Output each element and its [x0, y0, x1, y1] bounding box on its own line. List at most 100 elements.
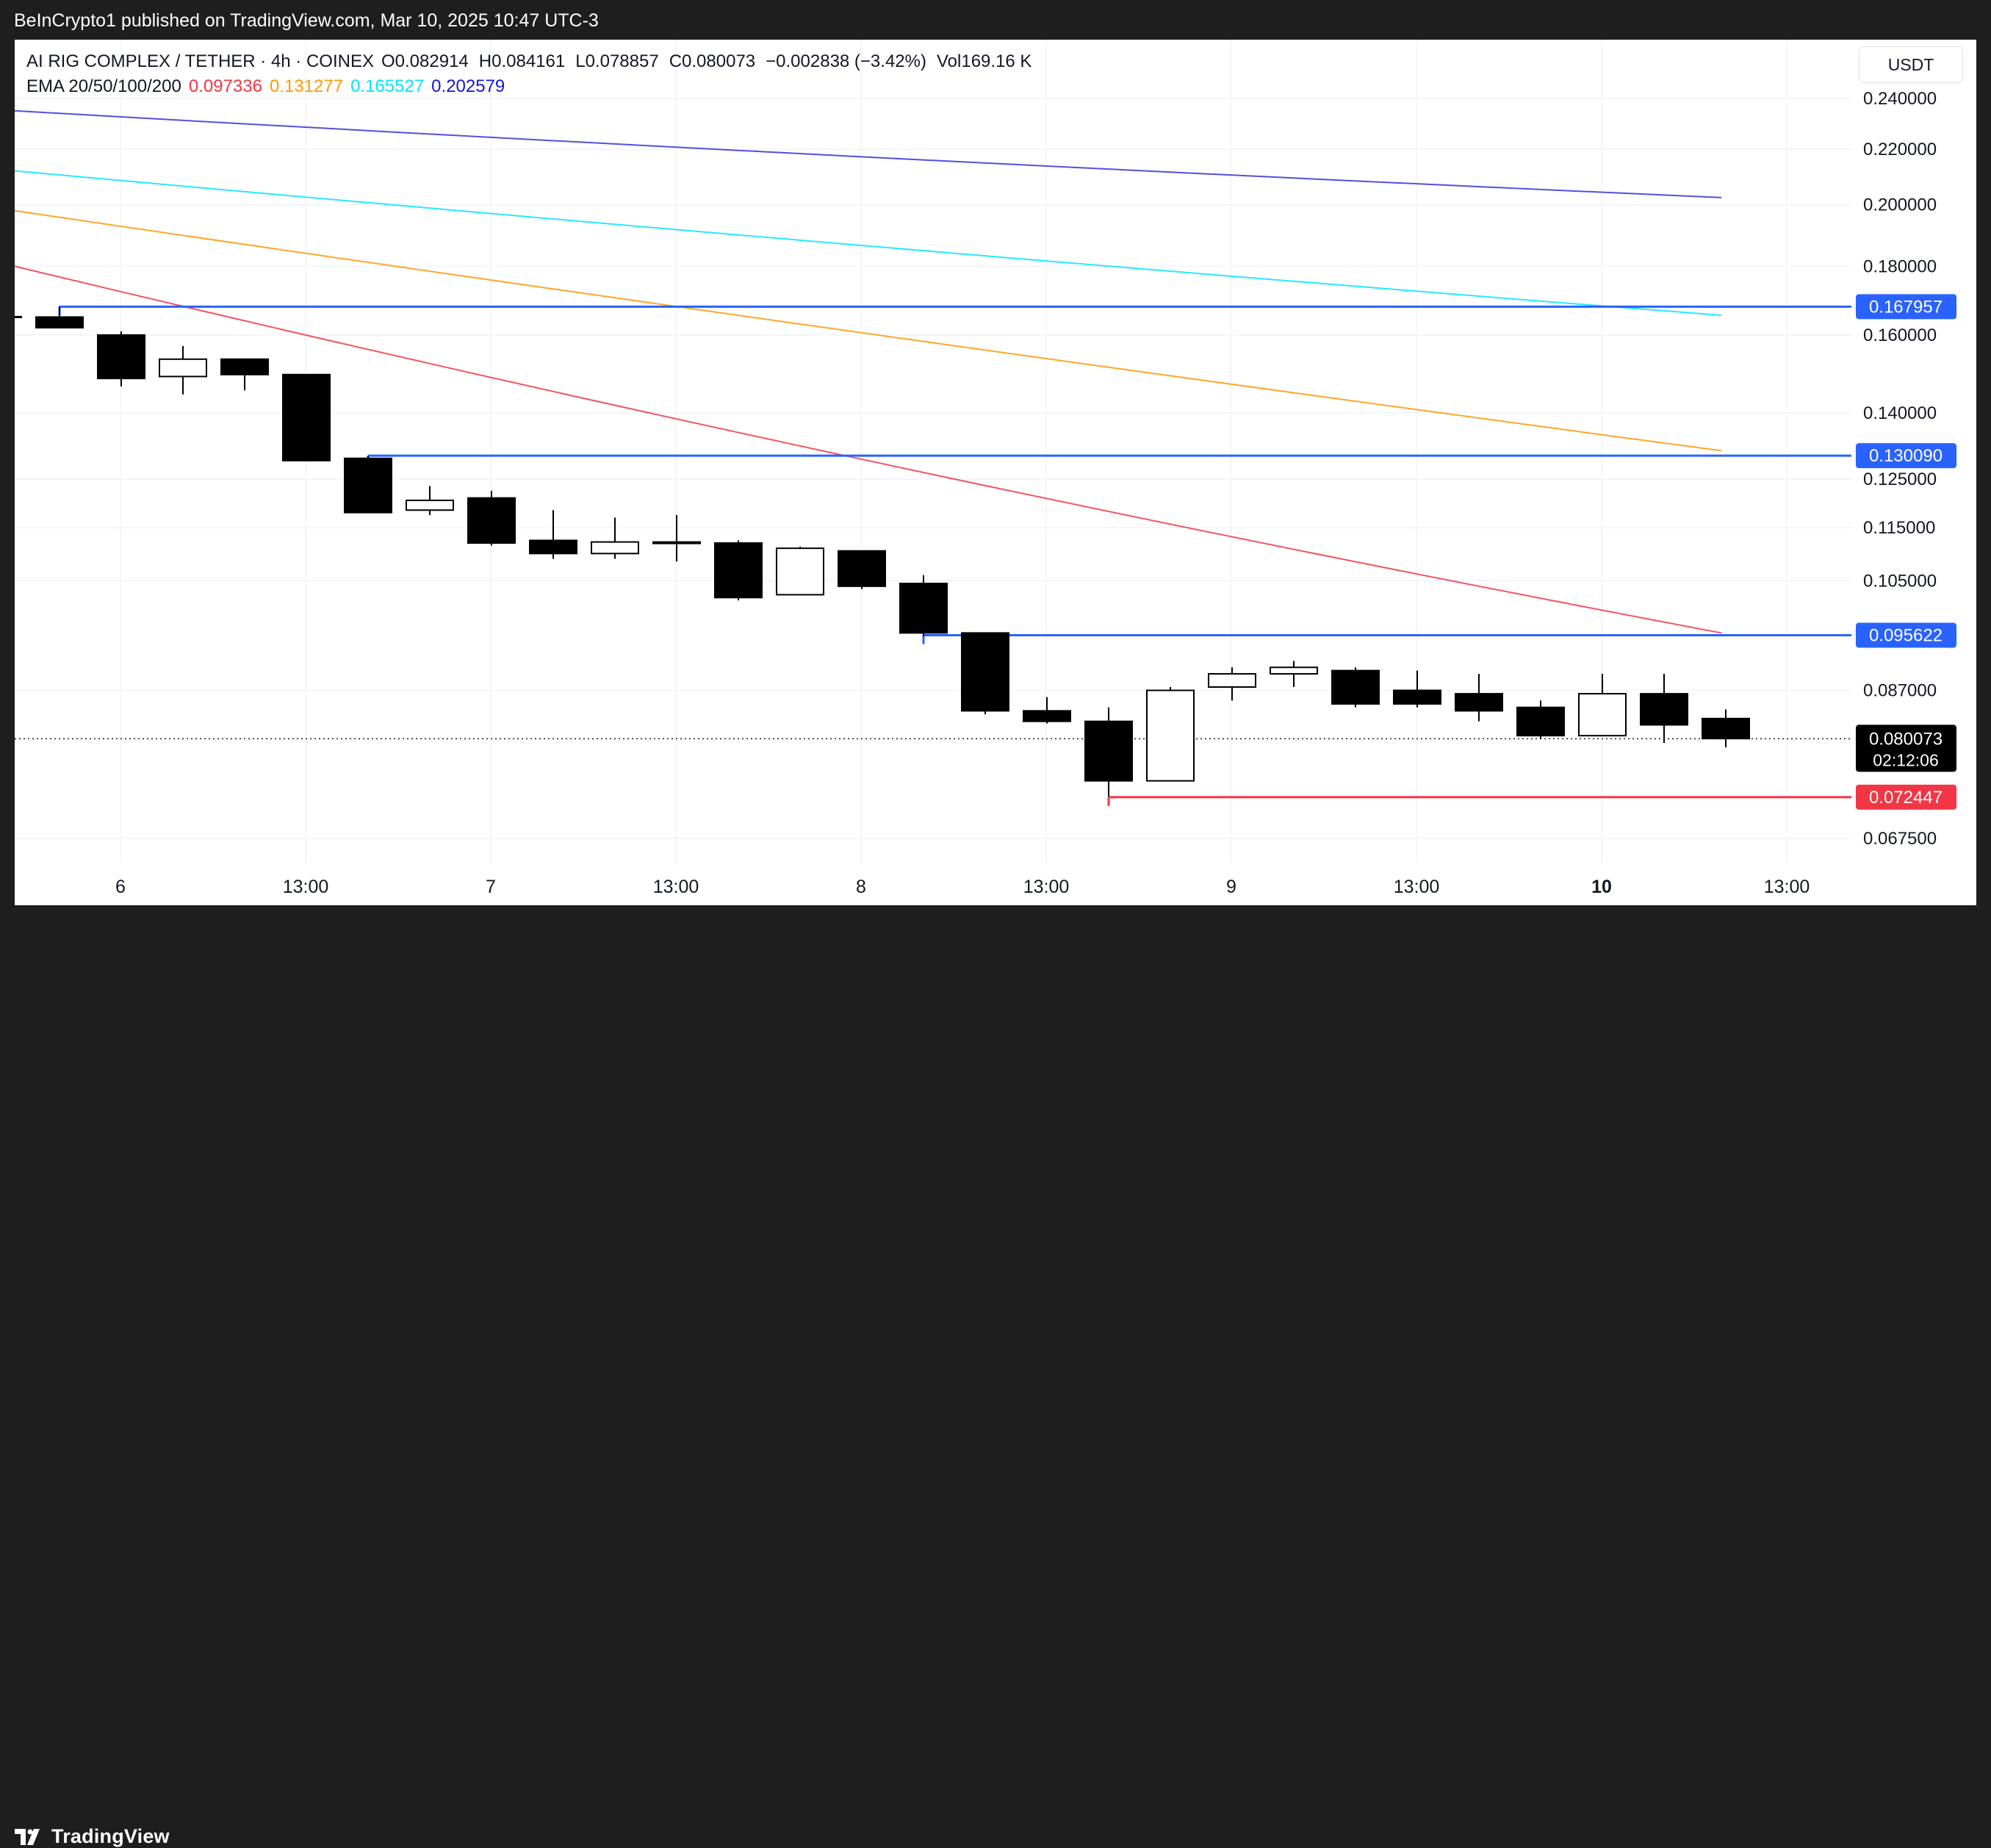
- price-tick-label: 0.180000: [1863, 256, 1937, 276]
- price-labels: 0.167957 0.130090 0.095622 0.072447 0.080073…: [1856, 294, 1956, 810]
- price-tick-label: 0.160000: [1863, 326, 1937, 345]
- candle-body: [1640, 693, 1688, 726]
- ema-lines: [14, 109, 1722, 634]
- level-price-badge: [1856, 443, 1956, 469]
- symbol-name: AI RIG COMPLEX / TETHER · 4h · COINEX: [26, 51, 374, 71]
- price-tick-label: 0.200000: [1863, 195, 1937, 215]
- candle-body: [838, 550, 886, 587]
- last-price-badge: [1856, 725, 1956, 772]
- candle-body: [220, 358, 269, 375]
- candle: [1084, 707, 1133, 797]
- ema-legend[interactable]: EMA 20/50/100/200 0.097336 0.131277 0.16552…: [26, 76, 512, 97]
- ema-20-value: 0.097336: [188, 76, 262, 96]
- candle: [1393, 670, 1441, 708]
- price-axis[interactable]: 0.240000 0.220000 0.200000 0.180000 0.160000…: [1863, 89, 1937, 849]
- candle: [220, 358, 269, 391]
- candle-body: [97, 334, 145, 380]
- candles[interactable]: [15, 306, 1750, 797]
- time-axis[interactable]: 6 13:00 7 13:00 8 13:00 9 13:00 10 13:00: [115, 877, 1810, 897]
- candle-body: [1023, 710, 1071, 722]
- ema-line-ema-20: [14, 265, 1722, 634]
- support-resistance-lines[interactable]: [58, 305, 1851, 806]
- candle-body: [1208, 673, 1256, 688]
- candle: [1516, 700, 1565, 740]
- ema-line-ema-50: [14, 209, 1722, 452]
- candle: [961, 632, 1009, 715]
- price-tick-label: 0.240000: [1863, 89, 1937, 109]
- ema-50-value: 0.131277: [269, 76, 344, 96]
- candle: [1702, 709, 1750, 748]
- price-tick-label: 0.125000: [1863, 470, 1937, 489]
- candle: [776, 546, 824, 596]
- price-tick-label: 0.115000: [1863, 518, 1935, 538]
- candle-body: [529, 539, 577, 555]
- candle-body: [1455, 693, 1503, 712]
- price-chart[interactable]: 0.240000 0.220000 0.200000 0.180000 0.160000…: [0, 0, 1991, 958]
- open-value: 0.082914: [395, 51, 469, 71]
- time-tick-label: 13:00: [1394, 877, 1440, 897]
- candle: [1455, 674, 1503, 722]
- candle: [529, 510, 577, 559]
- close-label: C: [669, 51, 683, 71]
- candle: [899, 575, 948, 636]
- level-price-badge: [1856, 294, 1956, 320]
- footer-bar: TradingView: [0, 905, 1991, 1847]
- candle-body: [159, 358, 207, 378]
- candle: [35, 306, 84, 329]
- price-tick-label: 0.220000: [1863, 140, 1937, 159]
- candle: [1023, 697, 1071, 724]
- time-tick-label: 13:00: [1764, 877, 1810, 897]
- ema-line-ema-100: [14, 170, 1722, 317]
- volume-value: 169.16 K: [961, 51, 1032, 71]
- publish-info: BeInCrypto1 published on TradingView.com…: [14, 10, 599, 31]
- time-tick-label: 13:00: [1023, 877, 1070, 897]
- candle-body: [1084, 720, 1133, 782]
- candle: [591, 517, 639, 559]
- currency-selector[interactable]: USDT: [1859, 46, 1963, 83]
- close-value: 0.080073: [682, 51, 756, 71]
- candle: [282, 373, 331, 461]
- open-label: O: [381, 51, 395, 71]
- ema-200-value: 0.202579: [431, 76, 505, 96]
- candle: [1331, 667, 1380, 708]
- candle: [159, 345, 207, 395]
- candle-body: [591, 541, 639, 555]
- level-price-label: 0.072447: [1869, 788, 1943, 808]
- candle: [838, 550, 886, 589]
- price-tick-label: 0.140000: [1863, 403, 1937, 423]
- candle: [652, 514, 701, 562]
- candle-body: [35, 316, 84, 329]
- candle-body: [1146, 689, 1195, 782]
- candle-body: [776, 547, 824, 596]
- candle: [344, 456, 392, 514]
- candle-body: [1516, 706, 1565, 737]
- time-tick-label: 7: [486, 877, 496, 897]
- level-price-label: 0.095622: [1869, 626, 1943, 646]
- candle-body: [1578, 693, 1627, 737]
- candle-body: [282, 373, 331, 461]
- time-tick-label: 6: [115, 877, 126, 897]
- level-price-badge: [1856, 622, 1956, 648]
- candle-body: [899, 583, 948, 634]
- candle-body: [344, 457, 392, 514]
- high-label: H: [478, 51, 492, 71]
- candle: [467, 490, 516, 546]
- chart-area[interactable]: [15, 40, 1976, 905]
- tradingview-logo-text: TradingView: [51, 1825, 170, 1847]
- ema-100-value: 0.165527: [350, 76, 425, 96]
- header-bar: BeInCrypto1 published on TradingView.com…: [0, 0, 1991, 40]
- time-tick-label: 10: [1591, 877, 1612, 897]
- symbol-legend[interactable]: AI RIG COMPLEX / TETHER · 4h · COINEX O0.…: [26, 51, 1039, 72]
- candle-body: [652, 541, 701, 544]
- volume-label: Vol: [936, 51, 962, 71]
- tradingview-logo[interactable]: TradingView: [15, 1825, 170, 1848]
- time-tick-label: 13:00: [283, 877, 329, 897]
- candle: [1578, 674, 1627, 737]
- change-value: −0.002838 (−3.42%): [766, 51, 926, 71]
- ema-line-ema-200: [14, 109, 1722, 198]
- time-tick-label: 8: [856, 877, 866, 897]
- level-price-label: 0.167957: [1869, 297, 1943, 317]
- candle: [1640, 674, 1688, 744]
- price-tick-label: 0.087000: [1863, 681, 1937, 701]
- tradingview-logo-icon: [15, 1828, 40, 1845]
